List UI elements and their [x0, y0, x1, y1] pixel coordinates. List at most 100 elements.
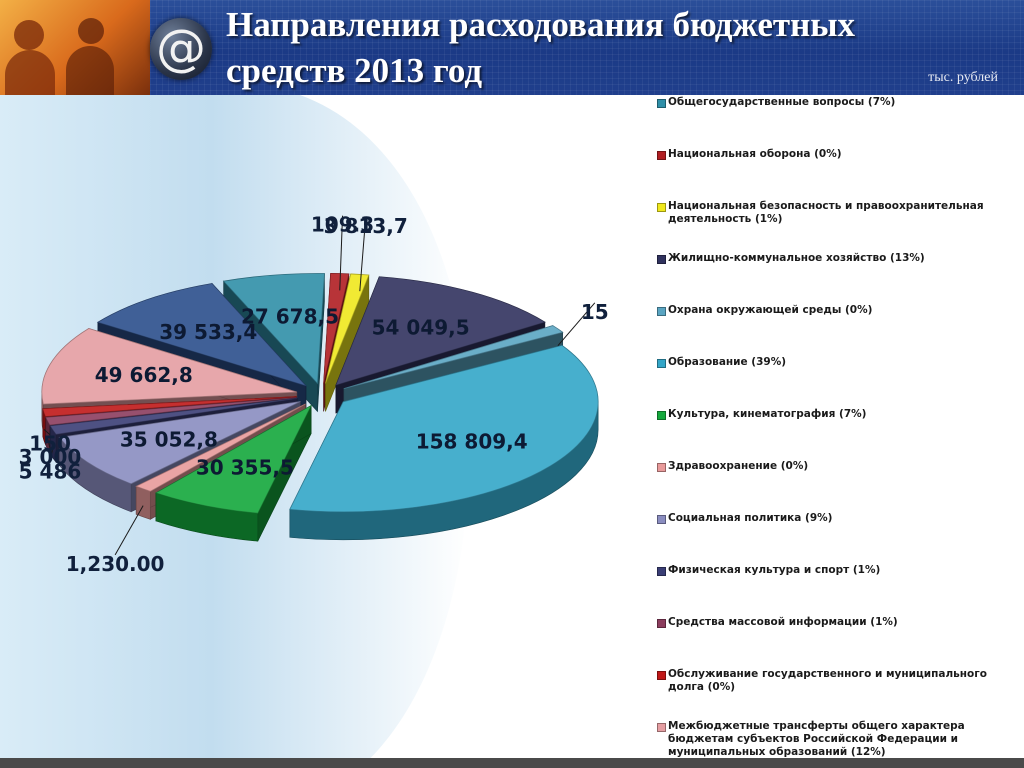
unit-label: тыс. рублей [928, 70, 998, 85]
pie-slices [41, 272, 599, 542]
bottom-bar [0, 758, 1024, 768]
slide-header: @ Направления расходования бюджетных сре… [0, 0, 1024, 95]
pie-slice-3 [325, 273, 370, 412]
leader-line-3 [359, 217, 367, 292]
legend-item-6: Образование (39%) [655, 356, 1019, 369]
leader-lines [43, 215, 596, 556]
pie-slice-13-top [41, 328, 297, 405]
leader-line-8 [114, 505, 144, 556]
data-label-5: 15 [581, 300, 609, 324]
legend-item-1: Общегосударственные вопросы (7%) [655, 96, 1019, 109]
pie-chart: 27 678,5 109.33 813,7 54 049,5 15 158 809,4 3… [19, 213, 609, 576]
legend-label-13: Межбюджетные трансферты общего характера… [668, 720, 965, 758]
photo-figure-body-2 [66, 46, 114, 95]
header-photo [0, 0, 150, 95]
legend-item-11: Средства массовой информации (1%) [655, 616, 1019, 629]
legend-item-13: Межбюджетные трансферты общего характера… [655, 720, 1019, 759]
pie-slice-7-top [154, 404, 313, 514]
pie-slice-3-highlight [325, 273, 369, 384]
legend-label-1: Общегосударственные вопросы (7%) [668, 96, 896, 108]
legend-swatch-1 [657, 99, 666, 108]
data-label-7: 30 355,5 [196, 456, 294, 480]
data-label-4: 54 049,5 [372, 316, 470, 340]
data-label-12: 150 [29, 432, 71, 456]
data-label-11: 3 000 [19, 445, 82, 469]
legend-label-10: Физическая культура и спорт (1%) [668, 564, 881, 576]
title-line-1: Направления расходования бюджетных [226, 5, 856, 44]
legend-item-7: Культура, кинематография (7%) [655, 408, 1019, 421]
pie-slice-4-highlight [335, 276, 545, 386]
legend-item-2: Национальная оборона (0%) [655, 148, 1019, 161]
pie-slice-12-highlight [42, 396, 297, 417]
pie-slice-4-top [335, 276, 546, 386]
legend-swatch-12 [657, 671, 666, 680]
legend-label-4: Жилищно-коммунальное хозяйство (13%) [668, 252, 925, 264]
pie-slice-5-top [343, 325, 564, 390]
at-logo-icon: @ [150, 18, 212, 80]
pie-slice-13-highlight [41, 328, 297, 405]
legend-swatch-5 [657, 307, 666, 316]
pie-slice-1-top [222, 273, 325, 385]
legend-label-2: Национальная оборона (0%) [668, 148, 842, 160]
title-line-2: средств 2013 год [226, 51, 483, 90]
pie-slice-3-top [325, 273, 370, 384]
pie-slice-14-highlight [97, 283, 306, 386]
slide-title: Направления расходования бюджетных средс… [226, 2, 946, 94]
leader-line-5 [557, 302, 596, 346]
legend-label-8: Здравоохранение (0%) [668, 460, 809, 472]
legend-item-10: Физическая культура и спорт (1%) [655, 564, 1019, 577]
legend-swatch-3 [657, 203, 666, 212]
leader-line-11 [47, 437, 51, 449]
pie-slice-11-highlight [45, 397, 297, 426]
data-label-3: 3 813,7 [324, 214, 408, 238]
data-label-2: 109.3 [311, 213, 374, 237]
pie-slice-6 [289, 344, 599, 541]
leader-line-10 [49, 446, 54, 463]
legend-label-7: Культура, кинематография (7%) [668, 408, 867, 420]
pie-slice-1-highlight [223, 273, 325, 384]
legend-swatch-13 [657, 723, 666, 732]
pie-slice-2-highlight [323, 273, 349, 384]
legend-swatch-8 [657, 463, 666, 472]
pie-slice-6-highlight [289, 345, 599, 512]
pie-slice-7 [154, 404, 313, 542]
pie-slice-5-highlight [343, 325, 563, 389]
legend-swatch-7 [657, 411, 666, 420]
pie-slice-7-highlight [155, 405, 312, 514]
data-label-1: 27 678,5 [241, 304, 339, 328]
pie-slice-10-top [49, 397, 298, 435]
pie-slice-9-highlight [59, 401, 301, 484]
photo-figure-body [5, 50, 55, 95]
data-label-13: 49 662,8 [95, 363, 193, 387]
pie-slice-6-top [289, 344, 599, 513]
legend-item-5: Охрана окружающей среды (0%) [655, 304, 1019, 317]
pie-slice-8-top [135, 403, 306, 492]
pie-slice-8-highlight [136, 404, 306, 492]
legend-label-11: Средства массовой информации (1%) [668, 616, 898, 628]
legend-item-9: Социальная политика (9%) [655, 512, 1019, 525]
leader-line-2 [339, 215, 344, 291]
data-labels: 27 678,5 109.33 813,7 54 049,5 15 158 809,4 3… [19, 213, 609, 576]
legend-label-3: Национальная безопасность и правоохранит… [668, 200, 984, 225]
legend-swatch-6 [657, 359, 666, 368]
legend-swatch-2 [657, 151, 666, 160]
legend-swatch-4 [657, 255, 666, 264]
leader-line-12 [43, 429, 51, 436]
legend-label-9: Социальная политика (9%) [668, 512, 833, 524]
legend-label-6: Образование (39%) [668, 356, 787, 368]
photo-figure-head-2 [78, 18, 104, 44]
photo-figure-head [14, 20, 44, 50]
pie-slice-9-top [58, 401, 301, 485]
legend-item-8: Здравоохранение (0%) [655, 460, 1019, 473]
data-label-10: 5 486 [19, 459, 82, 483]
legend-swatch-9 [657, 515, 666, 524]
pie-slice-2-top [323, 272, 350, 384]
legend-swatch-10 [657, 567, 666, 576]
legend-swatch-11 [657, 619, 666, 628]
data-label-6: 158 809,4 [416, 430, 528, 454]
data-label-14: 39 533,4 [159, 320, 257, 344]
legend-label-12: Обслуживание государственного и муниципа… [668, 668, 987, 693]
legend-label-5: Охрана окружающей среды (0%) [668, 304, 873, 316]
pie-slice-11-top [45, 397, 297, 426]
legend-item-3: Национальная безопасность и правоохранит… [655, 200, 1019, 226]
